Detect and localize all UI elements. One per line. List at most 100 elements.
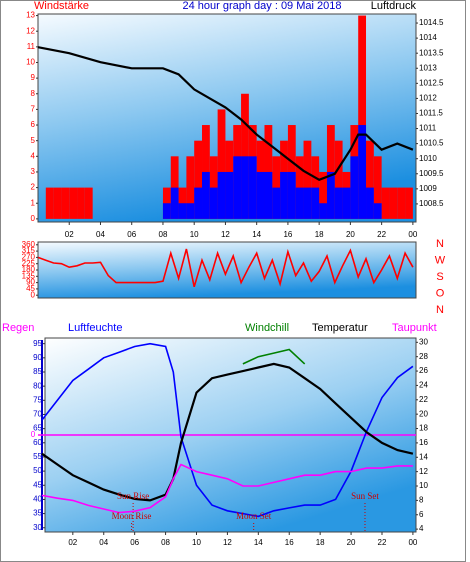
wind-bar xyxy=(256,171,265,219)
y-tick-label: 10 xyxy=(26,58,35,67)
y-tick-label: 65 xyxy=(33,424,42,433)
x-tick-label: 18 xyxy=(316,538,325,547)
y-tick-label: 135 xyxy=(22,271,36,280)
x-tick-label: 16 xyxy=(285,538,294,547)
y-tick-label: 45 xyxy=(26,284,35,293)
y2-tick-label: 1011 xyxy=(419,124,437,133)
wind-bar xyxy=(233,156,242,219)
y-label: Windstärke xyxy=(34,0,89,12)
series-line xyxy=(37,46,414,182)
wind-bar xyxy=(334,187,343,219)
x-tick-label: 16 xyxy=(283,230,292,239)
y-tick-label: 4 xyxy=(31,151,36,160)
wind-bar xyxy=(217,171,226,219)
direction-label: N xyxy=(436,238,444,250)
wind-bar xyxy=(358,125,367,219)
y2-tick-label: 30 xyxy=(419,337,428,346)
wind-bar xyxy=(334,140,343,219)
legend-label: Luftfeuchte xyxy=(68,322,122,334)
wind-bar xyxy=(280,171,288,219)
wind-bar xyxy=(77,187,85,219)
wind-bar xyxy=(53,187,62,219)
x-tick-label: 08 xyxy=(159,230,168,239)
y-tick-label: 360 xyxy=(22,240,36,249)
wind-bar xyxy=(45,187,54,219)
y-tick-label: 7 xyxy=(31,105,36,114)
wind-bar xyxy=(373,203,382,219)
y2-tick-label: 1014.5 xyxy=(419,18,444,27)
wind-bar xyxy=(295,187,304,219)
x-tick-label: 18 xyxy=(315,230,324,239)
series-line xyxy=(37,248,414,288)
legend-label: Taupunkt xyxy=(392,322,437,334)
y2-tick-label: 1011.5 xyxy=(419,109,443,118)
y-tick-label: 75 xyxy=(33,395,42,404)
wind-bar xyxy=(217,109,226,219)
y2-tick-label: 8 xyxy=(419,495,424,504)
y-tick-label: 5 xyxy=(31,136,36,145)
wind-bar xyxy=(202,171,210,219)
x-tick-label: 06 xyxy=(130,538,139,547)
wind-bar xyxy=(381,187,390,219)
x-tick-label: 04 xyxy=(96,230,105,239)
x-tick-label: 02 xyxy=(68,538,77,547)
y2-tick-label: 1009 xyxy=(419,184,437,193)
x-tick-label: 02 xyxy=(65,230,74,239)
series-line xyxy=(41,362,414,502)
direction-label: N xyxy=(436,304,444,316)
y-tick-label: 50 xyxy=(33,466,42,475)
y2-tick-label: 1010.5 xyxy=(419,139,444,148)
wind-bar xyxy=(326,171,335,219)
y-tick-label: 12 xyxy=(26,26,35,35)
x-tick-label: 14 xyxy=(252,230,261,239)
y-tick-label: 60 xyxy=(33,438,42,447)
wind-bar xyxy=(319,171,327,219)
wind-bar xyxy=(272,187,281,219)
y2-tick-label: 1012 xyxy=(419,94,437,103)
y2-tick-label: 10 xyxy=(419,481,428,490)
x-tick-label: 22 xyxy=(377,230,386,239)
wind-bar xyxy=(61,187,70,219)
y-tick-label: 35 xyxy=(33,509,42,518)
wind-bar xyxy=(162,203,171,219)
wind-bar xyxy=(366,140,374,219)
y2-tick-label: 1010 xyxy=(419,154,437,163)
series-line xyxy=(242,348,306,365)
wind-bar xyxy=(303,187,312,219)
y-tick-label: 13 xyxy=(26,11,35,20)
y-tick-label: 55 xyxy=(33,452,42,461)
x-tick-label: 04 xyxy=(99,538,108,547)
wind-bar xyxy=(397,187,406,219)
y2-tick-label: 6 xyxy=(419,510,424,519)
y-tick-label: 315 xyxy=(22,246,36,255)
wind-bar xyxy=(350,156,359,219)
y2-tick-label: 16 xyxy=(419,438,428,447)
direction-label: W xyxy=(435,254,446,266)
x-tick-label: 20 xyxy=(346,230,355,239)
x-tick-label: 06 xyxy=(127,230,136,239)
event-label: Sun Rise xyxy=(117,491,149,501)
y-tick-label: 3 xyxy=(31,167,36,176)
x-tick-label: 12 xyxy=(223,538,232,547)
wind-bar xyxy=(342,187,351,219)
wind-bar xyxy=(178,203,187,219)
y2-tick-label: 1013.5 xyxy=(419,48,444,57)
y2-tick-label: 14 xyxy=(419,452,428,461)
wind-bar xyxy=(194,187,203,219)
rain-tick-label: 0 xyxy=(31,430,36,439)
x-tick-label: 10 xyxy=(190,230,199,239)
y-tick-label: 225 xyxy=(22,259,36,268)
wind-bar xyxy=(248,156,257,219)
y2-tick-label: 20 xyxy=(419,409,428,418)
legend-label: Windchill xyxy=(245,322,289,334)
wind-bar xyxy=(69,187,78,219)
event-label: Moon Rise xyxy=(112,511,152,521)
y-tick-label: 85 xyxy=(33,367,42,376)
y2-tick-label: 1008.5 xyxy=(419,199,444,208)
y2-tick-label: 1013 xyxy=(419,63,437,72)
x-tick-label: 00 xyxy=(408,538,417,547)
y2-tick-label: 1012.5 xyxy=(419,78,444,87)
legend-label: Temperatur xyxy=(312,322,368,334)
y2-tick-label: 1009.5 xyxy=(419,169,444,178)
